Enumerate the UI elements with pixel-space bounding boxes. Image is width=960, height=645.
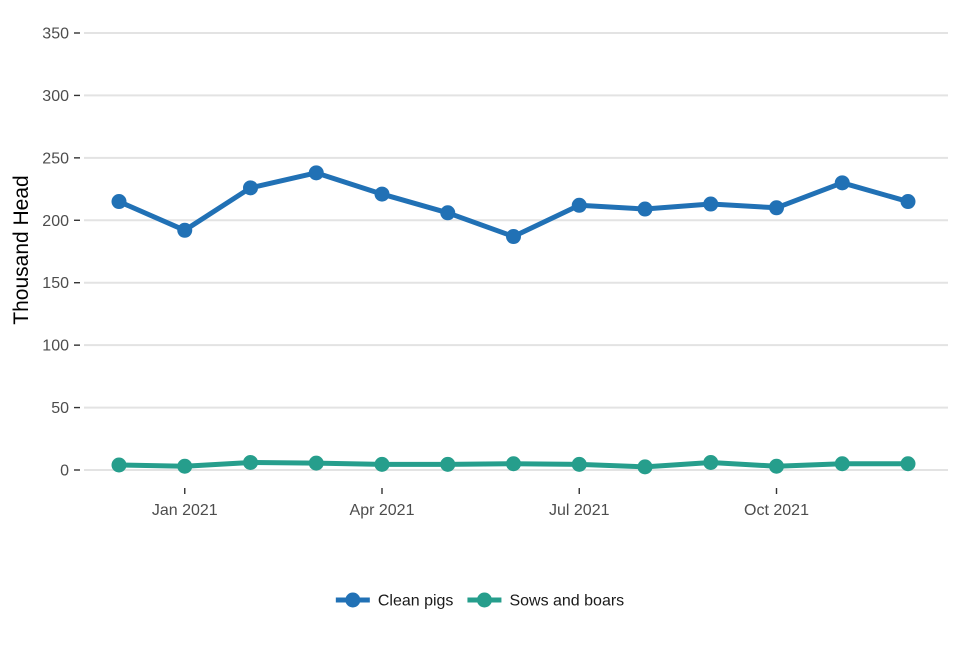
data-point [111, 457, 127, 473]
data-point [506, 456, 521, 472]
series [111, 455, 916, 475]
gridlines [84, 32, 948, 471]
data-point [308, 165, 324, 181]
series [111, 165, 916, 245]
y-tick-label: 200 [42, 213, 69, 230]
y-tick-label: 50 [51, 400, 69, 417]
data-point [900, 456, 916, 472]
y-tick-label: 100 [42, 338, 69, 355]
data-point [703, 196, 719, 212]
legend-key-marker [345, 592, 361, 608]
data-point [834, 456, 850, 472]
x-tick-label: Oct 2021 [744, 502, 809, 519]
legend-label: Sows and boars [509, 593, 624, 610]
y-axis: 0 50 100 150 200 250 300 350 [42, 26, 80, 480]
data-point [506, 229, 521, 245]
data-point [637, 201, 653, 217]
data-point [440, 456, 456, 472]
y-tick-label: 150 [42, 275, 69, 292]
x-tick-label: Jan 2021 [152, 502, 218, 519]
data-point [769, 200, 784, 216]
data-point [571, 197, 587, 213]
legend: Clean pigs Sows and boars [335, 592, 624, 610]
data-point [900, 194, 916, 210]
y-axis-title: Thousand Head [10, 175, 33, 324]
data-point [769, 458, 784, 474]
legend-item: Sows and boars [467, 592, 624, 610]
data-point [703, 455, 719, 471]
data-point [834, 175, 850, 191]
x-axis: Jan 2021 Apr 2021 Jul 2021 Oct 2021 [152, 488, 809, 519]
data-point [637, 459, 653, 475]
x-tick-label: Apr 2021 [350, 502, 415, 519]
y-tick-label: 350 [42, 26, 69, 43]
data-point [177, 222, 193, 238]
data-point [440, 205, 456, 221]
data-point [111, 194, 127, 210]
y-tick-label: 250 [42, 150, 69, 167]
x-tick-label: Jul 2021 [549, 502, 610, 519]
legend-key-marker [476, 592, 492, 608]
data-point [243, 180, 258, 196]
y-tick-label: 0 [60, 463, 69, 480]
series-group [111, 165, 916, 475]
data-point [571, 456, 587, 472]
series-line [116, 170, 911, 240]
data-point [308, 455, 324, 471]
legend-label: Clean pigs [378, 593, 454, 610]
data-point [243, 455, 258, 471]
data-point [177, 458, 193, 474]
y-tick-label: 300 [42, 88, 69, 105]
data-point [374, 186, 390, 202]
data-point [374, 456, 390, 472]
legend-item: Clean pigs [335, 592, 454, 610]
